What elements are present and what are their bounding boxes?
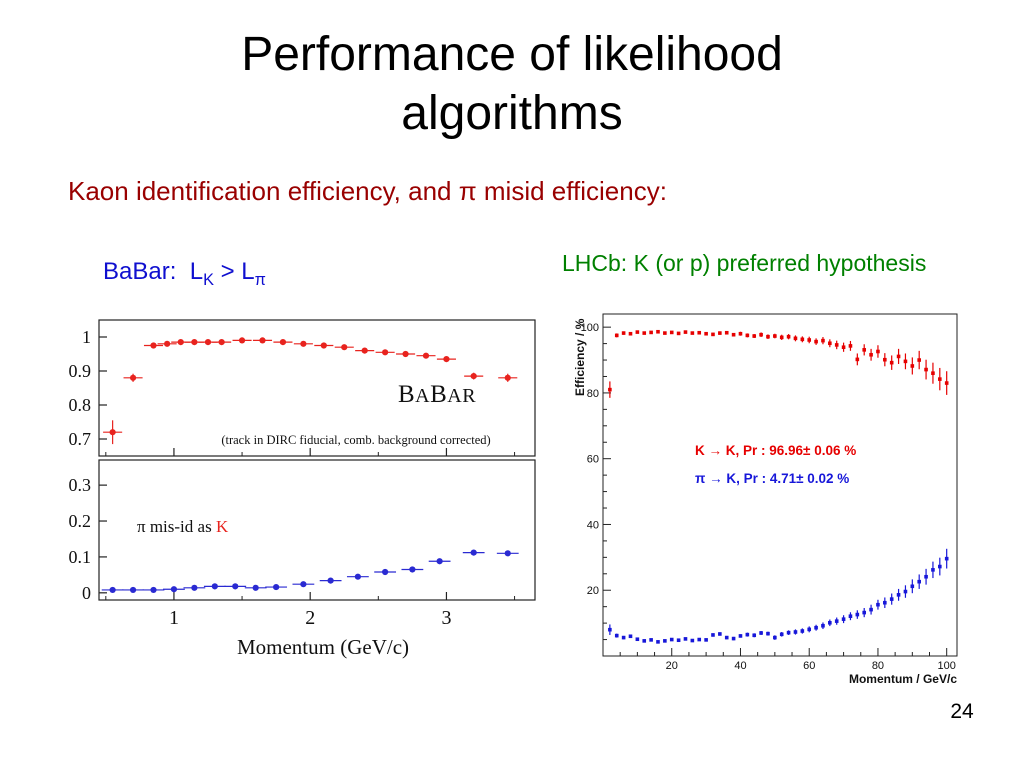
svg-text:0.3: 0.3 (69, 475, 92, 495)
svg-text:(track in DIRC fiducial, comb.: (track in DIRC fiducial, comb. backgroun… (221, 433, 490, 447)
svg-text:40: 40 (587, 519, 599, 531)
svg-text:0.7: 0.7 (69, 429, 92, 449)
svg-text:BABAR: BABAR (398, 381, 476, 408)
svg-text:80: 80 (587, 388, 599, 400)
svg-text:2: 2 (305, 607, 315, 629)
svg-text:0: 0 (82, 583, 91, 603)
svg-text:60: 60 (587, 454, 599, 466)
svg-text:3: 3 (441, 607, 451, 629)
babar-caption-mid: > L (213, 258, 255, 285)
babar-caption-sub-k: K (203, 270, 214, 289)
svg-text:π → K, Pr : 4.71± 0.02 %: π → K, Pr : 4.71± 0.02 % (695, 471, 849, 486)
svg-text:K → K, Pr : 96.96± 0.06 %: K → K, Pr : 96.96± 0.06 % (695, 443, 856, 458)
babar-efficiency-chart: 0.7 0.8 0.9 1 0 0.1 0.2 0.3 1 2 3 Momentum (GeV/c) B… (69, 319, 536, 659)
lhcb-caption: LHCb: K (or p) preferred hypothesis (562, 250, 927, 276)
svg-text:20: 20 (666, 660, 678, 672)
svg-text:Efficiency / %: Efficiency / % (575, 318, 587, 396)
babar-caption-sub-pi: π (254, 270, 266, 289)
svg-text:80: 80 (872, 660, 884, 672)
slide-title: Performance of likelihood algorithms (241, 28, 783, 140)
svg-text:20: 20 (587, 585, 599, 597)
svg-text:Momentum (GeV/c): Momentum (GeV/c) (237, 635, 409, 659)
svg-text:0.9: 0.9 (69, 361, 92, 381)
subtitle: Kaon identification efficiency, and π mi… (68, 176, 667, 206)
svg-text:1: 1 (169, 607, 179, 629)
svg-text:0.2: 0.2 (69, 511, 92, 531)
babar-caption-prefix: BaBar: L (103, 258, 204, 285)
svg-text:40: 40 (734, 660, 746, 672)
svg-text:0.8: 0.8 (69, 395, 92, 415)
svg-text:100: 100 (938, 660, 956, 672)
babar-caption: BaBar: LK > Lπ (103, 258, 266, 290)
svg-text:π mis-id as K: π mis-id as K (137, 517, 229, 536)
svg-text:60: 60 (803, 660, 815, 672)
svg-text:100: 100 (581, 322, 599, 334)
svg-text:Momentum / GeV/c: Momentum / GeV/c (849, 672, 957, 686)
svg-text:0.1: 0.1 (69, 547, 92, 567)
svg-text:1: 1 (82, 327, 91, 347)
page-number: 24 (950, 700, 974, 723)
